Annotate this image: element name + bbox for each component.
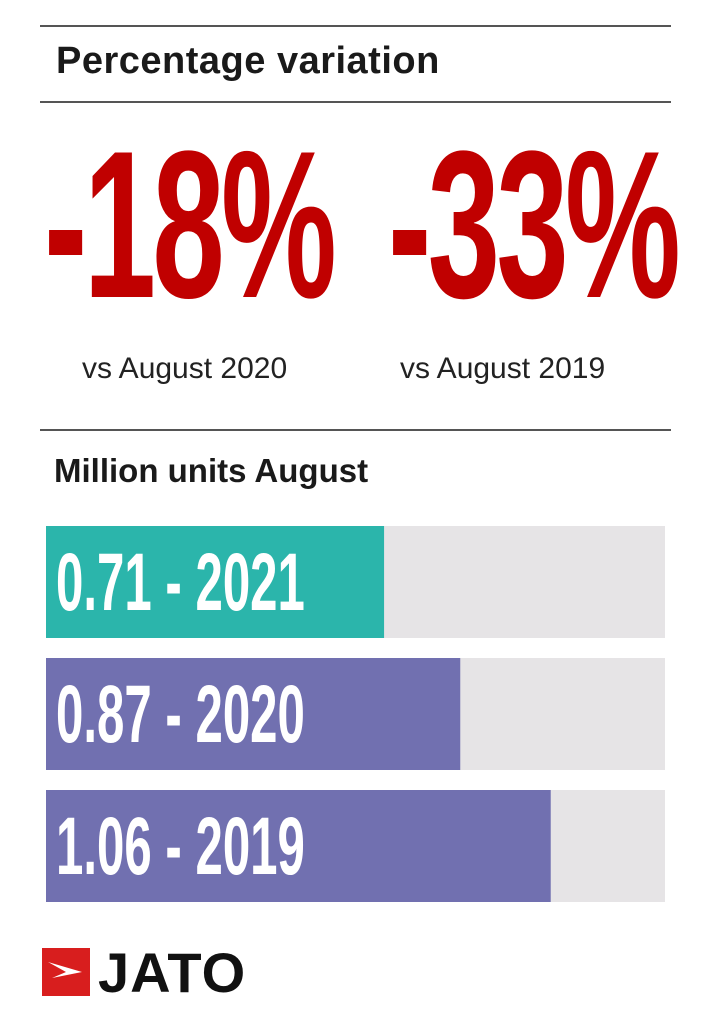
stat-label-2020: vs August 2020 — [82, 352, 288, 385]
bar-2021 — [46, 526, 385, 638]
bar-2020 — [46, 658, 461, 770]
bar-label-2020: 0.87 - 2020 — [56, 669, 305, 760]
bar-label-2021: 0.71 - 2021 — [56, 537, 305, 628]
jato-logo-icon — [42, 948, 90, 996]
logo-text: JATO — [98, 941, 247, 1004]
chart-subtitle: Million units August — [54, 452, 369, 489]
stats-rule — [40, 429, 671, 431]
stat-label-2019: vs August 2019 — [400, 352, 606, 385]
top-rule — [40, 25, 671, 27]
bar-label-2019: 1.06 - 2019 — [56, 801, 305, 892]
page-title: Percentage variation — [56, 40, 440, 82]
stat-value-2020: -18% — [44, 107, 337, 342]
title-rule — [40, 101, 671, 103]
bar-2019 — [46, 790, 551, 902]
stat-value-2019: -33% — [388, 107, 681, 342]
